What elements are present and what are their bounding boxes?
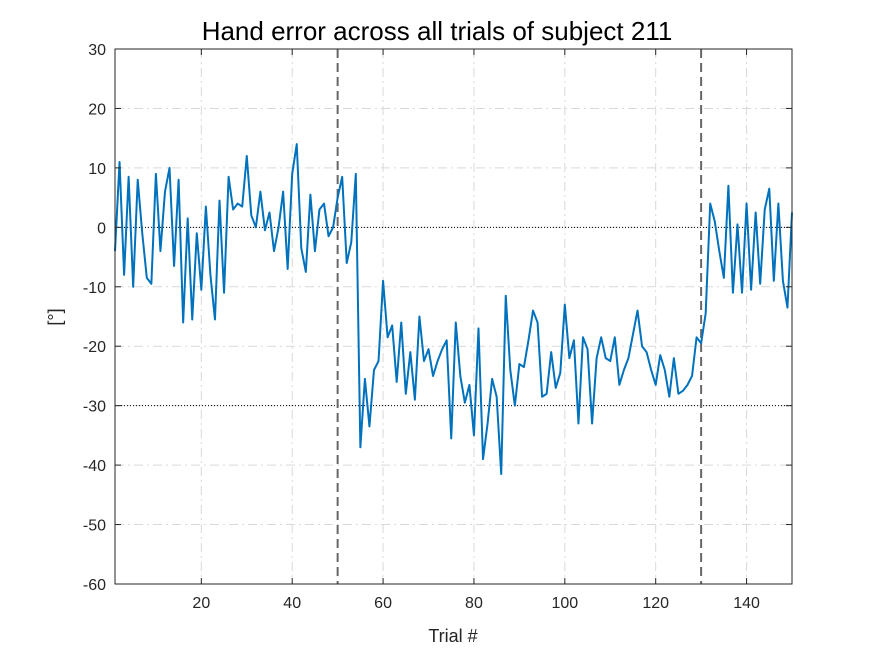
y-tick-label: -30 [83, 399, 106, 416]
x-tick-label: 20 [192, 595, 210, 612]
y-tick-label: -40 [83, 458, 106, 475]
y-tick-label: -60 [83, 577, 106, 594]
y-tick-label: -20 [83, 339, 106, 356]
x-tick-label: 40 [283, 595, 301, 612]
x-tick-label: 60 [374, 595, 392, 612]
reference-lines [115, 49, 792, 584]
x-axis-label: Trial # [428, 626, 477, 646]
y-axis-label: [°] [45, 308, 65, 325]
chart-title: Hand error across all trials of subject … [202, 16, 673, 46]
y-tick-label: -10 [83, 280, 106, 297]
y-tick-label: 20 [88, 101, 106, 118]
plot-area [115, 49, 792, 584]
hand-error-series-line [114, 143, 793, 476]
y-tick-label: -50 [83, 518, 106, 535]
y-tick-label: 30 [88, 42, 106, 59]
y-tick-label: 10 [88, 161, 106, 178]
axes-box [114, 48, 793, 585]
x-tick-label: 140 [733, 595, 760, 612]
y-tick-label: 0 [97, 220, 106, 237]
x-tick-label: 120 [642, 595, 669, 612]
x-tick-label: 100 [551, 595, 578, 612]
data-layer [114, 143, 793, 476]
x-tick-label: 80 [465, 595, 483, 612]
tick-layer: 20 40 60 80 100 120 140 -60 -50 -40 -30 -20 -10 0 10 20… [83, 42, 792, 612]
